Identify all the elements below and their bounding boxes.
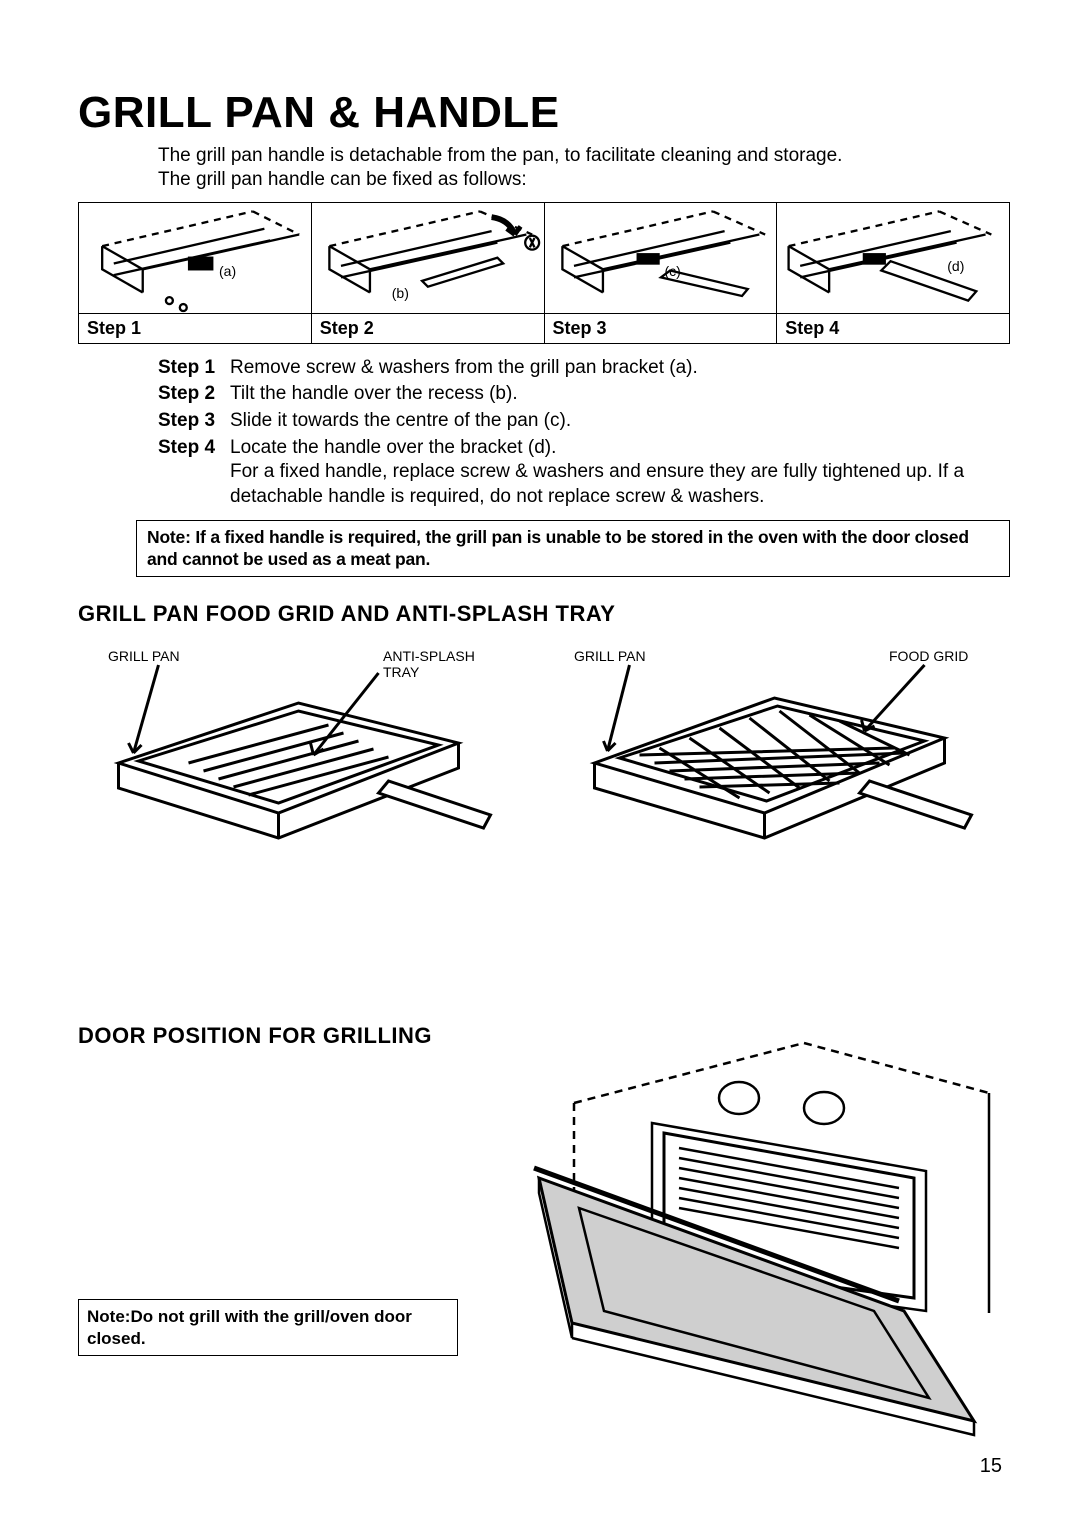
step-4-svg (777, 194, 1009, 321)
step-instructions: Step 1 Remove screw & washers from the g… (158, 356, 1010, 510)
step-3-key: Step 3 (158, 409, 230, 434)
step-cell-3: (c) Step 3 (545, 203, 778, 343)
step-3-ref: (c) (665, 263, 681, 279)
step-2-key: Step 2 (158, 382, 230, 407)
anti-splash-svg (78, 643, 529, 863)
intro-text: The grill pan handle is detachable from … (158, 144, 1010, 192)
step-2-text: Tilt the handle over the recess (b). (230, 382, 1010, 407)
step-2-diagram: (b) (312, 203, 544, 313)
step-1-diagram: (a) (79, 203, 311, 313)
food-grid-svg (559, 643, 1010, 863)
step-2-svg (312, 194, 544, 321)
intro-line-1: The grill pan handle is detachable from … (158, 145, 842, 166)
door-diagram (478, 1023, 1010, 1453)
step-cell-4: (d) Step 4 (777, 203, 1009, 343)
step-instruction-1: Step 1 Remove screw & washers from the g… (158, 356, 1010, 381)
grid-diagrams: GRILL PAN ANTI-SPLASH TRAY (78, 643, 1010, 863)
page-container: GRILL PAN & HANDLE The grill pan handle … (0, 0, 1080, 1518)
door-svg (478, 1023, 1010, 1453)
page-title: GRILL PAN & HANDLE (78, 88, 1010, 138)
step-cell-2: (b) Step 2 (312, 203, 545, 343)
step-1-svg (79, 194, 311, 321)
food-grid-diagram: GRILL PAN FOOD GRID (559, 643, 1010, 863)
step-4-text: Locate the handle over the bracket (d). … (230, 436, 1010, 510)
door-note: Note:Do not grill with the grill/oven do… (78, 1299, 458, 1356)
door-section: DOOR POSITION FOR GRILLING Note:Do not g… (78, 1023, 1010, 1453)
step-instruction-3: Step 3 Slide it towards the centre of th… (158, 409, 1010, 434)
step-1-key: Step 1 (158, 356, 230, 381)
step-cell-1: (a) Step 1 (79, 203, 312, 343)
step-1-ref: (a) (219, 263, 236, 279)
step-3-svg (545, 194, 777, 321)
door-left-column: DOOR POSITION FOR GRILLING Note:Do not g… (78, 1023, 458, 1356)
section-grid-title: GRILL PAN FOOD GRID AND ANTI-SPLASH TRAY (78, 601, 1010, 627)
step-4-key: Step 4 (158, 436, 230, 510)
step-instruction-2: Step 2 Tilt the handle over the recess (… (158, 382, 1010, 407)
step-4-diagram: (d) (777, 203, 1009, 313)
page-number: 15 (980, 1455, 1002, 1478)
intro-line-2: The grill pan handle can be fixed as fol… (158, 169, 527, 190)
step-2-ref: (b) (392, 285, 409, 301)
step-3-diagram: (c) (545, 203, 777, 313)
step-instruction-4: Step 4 Locate the handle over the bracke… (158, 436, 1010, 510)
fixed-handle-note: Note: If a fixed handle is required, the… (136, 520, 1010, 578)
step-4-ref: (d) (947, 258, 964, 274)
steps-row: (a) Step 1 (78, 202, 1010, 344)
section-door-title: DOOR POSITION FOR GRILLING (78, 1023, 458, 1049)
step-3-text: Slide it towards the centre of the pan (… (230, 409, 1010, 434)
anti-splash-diagram: GRILL PAN ANTI-SPLASH TRAY (78, 643, 529, 863)
step-1-text: Remove screw & washers from the grill pa… (230, 356, 1010, 381)
